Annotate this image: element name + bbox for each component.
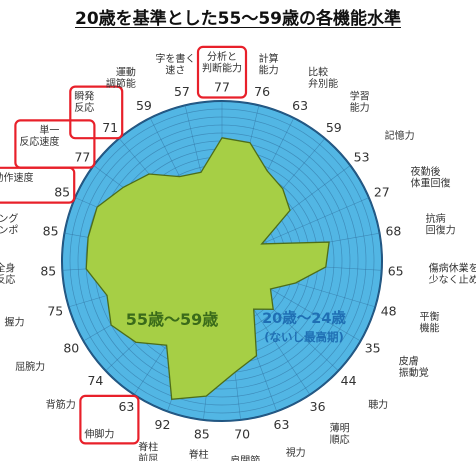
category-label: 皮膚振動覚	[399, 355, 429, 380]
value-label: 59	[326, 120, 342, 135]
category-label: 背筋力	[46, 398, 76, 411]
value-label: 75	[47, 303, 63, 318]
category-label: 脊柱前屈	[138, 440, 158, 461]
highlight-box	[14, 119, 96, 169]
category-label: 全身跳躍反応	[0, 261, 15, 286]
category-label: タッピングテンポ	[0, 212, 18, 237]
value-label: 63	[292, 98, 308, 113]
series-label-20-24-note: (ないし最高期)	[264, 330, 344, 344]
category-label: 握力	[5, 316, 25, 329]
value-label: 35	[365, 341, 381, 356]
value-label: 77	[74, 150, 90, 165]
value-label: 59	[136, 98, 152, 113]
value-label: 63	[274, 417, 290, 432]
highlight-box	[79, 394, 140, 445]
value-label: 92	[155, 417, 171, 432]
chart-title: 20歳を基準とした55〜59歳の各機能水準	[75, 9, 401, 29]
value-label: 77	[214, 80, 230, 95]
value-label: 85	[43, 223, 59, 238]
category-label: 薄明順応	[330, 422, 350, 447]
category-label: 視力	[286, 446, 306, 459]
value-label: 53	[354, 150, 370, 165]
category-label: 比較弁別能	[308, 66, 338, 91]
value-label: 48	[381, 303, 397, 318]
category-label: 抗病回復力	[426, 212, 456, 237]
value-label: 27	[374, 185, 390, 200]
value-label: 44	[341, 373, 357, 388]
category-label: 肩関節	[230, 454, 260, 461]
value-label: 85	[54, 185, 70, 200]
value-label: 71	[102, 120, 118, 135]
category-label: 動作速度	[0, 171, 34, 184]
category-label: 伸脚力	[84, 427, 114, 440]
category-label: 運動調節能	[106, 66, 136, 91]
series-55-59-area	[85, 137, 330, 401]
category-label: 夜勤後体重回復	[411, 165, 451, 190]
category-label: 字を書く速さ	[155, 52, 195, 76]
value-label: 65	[388, 264, 404, 279]
category-label: 脊柱側屈	[189, 448, 209, 461]
value-label: 70	[234, 426, 250, 441]
category-label: 傷病休業を少なく止める能力	[429, 261, 476, 286]
highlight-box	[196, 45, 248, 99]
series-label-20-24: 20歳〜24歳	[262, 309, 346, 327]
value-label: 63	[118, 399, 134, 414]
series-label-55-59: 55歳〜59歳	[126, 310, 219, 329]
value-label: 76	[254, 84, 270, 99]
value-label: 57	[174, 84, 190, 99]
category-label: 屈腕力	[15, 360, 45, 373]
category-label: 単一反応速度	[19, 123, 59, 148]
category-label: 分析と判断能力	[202, 50, 242, 75]
value-label: 68	[385, 223, 401, 238]
value-label: 36	[310, 399, 326, 414]
category-label: 平衡機能	[420, 311, 440, 335]
category-label: 瞬発反応	[74, 90, 94, 115]
category-label: 聴力	[368, 398, 388, 411]
highlight-box	[69, 85, 124, 140]
category-label: 学習能力	[350, 90, 370, 115]
value-label: 85	[194, 426, 210, 441]
category-label: 計算能力	[259, 52, 279, 76]
category-label: 記憶力	[385, 129, 415, 142]
value-label: 85	[40, 264, 56, 279]
value-label: 74	[87, 373, 103, 388]
value-label: 80	[63, 341, 79, 356]
